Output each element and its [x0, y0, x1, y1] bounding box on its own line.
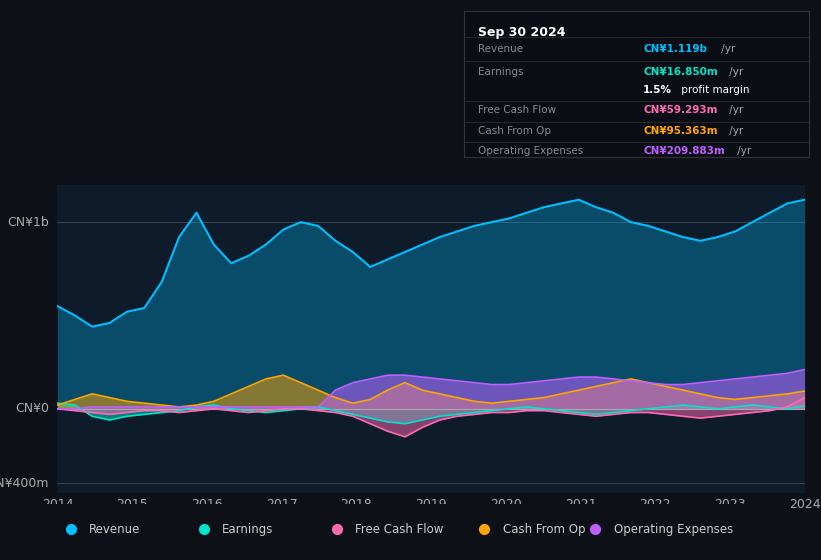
- Text: Free Cash Flow: Free Cash Flow: [355, 522, 443, 536]
- Text: profit margin: profit margin: [677, 85, 749, 95]
- Text: /yr: /yr: [726, 125, 743, 136]
- Text: /yr: /yr: [733, 146, 750, 156]
- Text: 1.5%: 1.5%: [643, 85, 672, 95]
- Text: Cash From Op: Cash From Op: [502, 522, 585, 536]
- Text: Earnings: Earnings: [222, 522, 273, 536]
- Text: CN¥1b: CN¥1b: [7, 216, 48, 228]
- Text: Free Cash Flow: Free Cash Flow: [478, 105, 556, 115]
- Text: CN¥0: CN¥0: [15, 402, 48, 416]
- Text: /yr: /yr: [726, 67, 743, 77]
- Text: CN¥59.293m: CN¥59.293m: [643, 105, 718, 115]
- Text: /yr: /yr: [726, 105, 743, 115]
- Text: CN¥16.850m: CN¥16.850m: [643, 67, 718, 77]
- Text: CN¥1.119b: CN¥1.119b: [643, 44, 707, 54]
- Text: -CN¥400m: -CN¥400m: [0, 477, 48, 490]
- Text: Earnings: Earnings: [478, 67, 523, 77]
- Text: Revenue: Revenue: [89, 522, 140, 536]
- Text: CN¥95.363m: CN¥95.363m: [643, 125, 718, 136]
- Text: Operating Expenses: Operating Expenses: [613, 522, 733, 536]
- Text: Revenue: Revenue: [478, 44, 523, 54]
- Text: Cash From Op: Cash From Op: [478, 125, 551, 136]
- Text: CN¥209.883m: CN¥209.883m: [643, 146, 725, 156]
- Text: /yr: /yr: [718, 44, 736, 54]
- Text: Operating Expenses: Operating Expenses: [478, 146, 583, 156]
- Text: Sep 30 2024: Sep 30 2024: [478, 26, 565, 39]
